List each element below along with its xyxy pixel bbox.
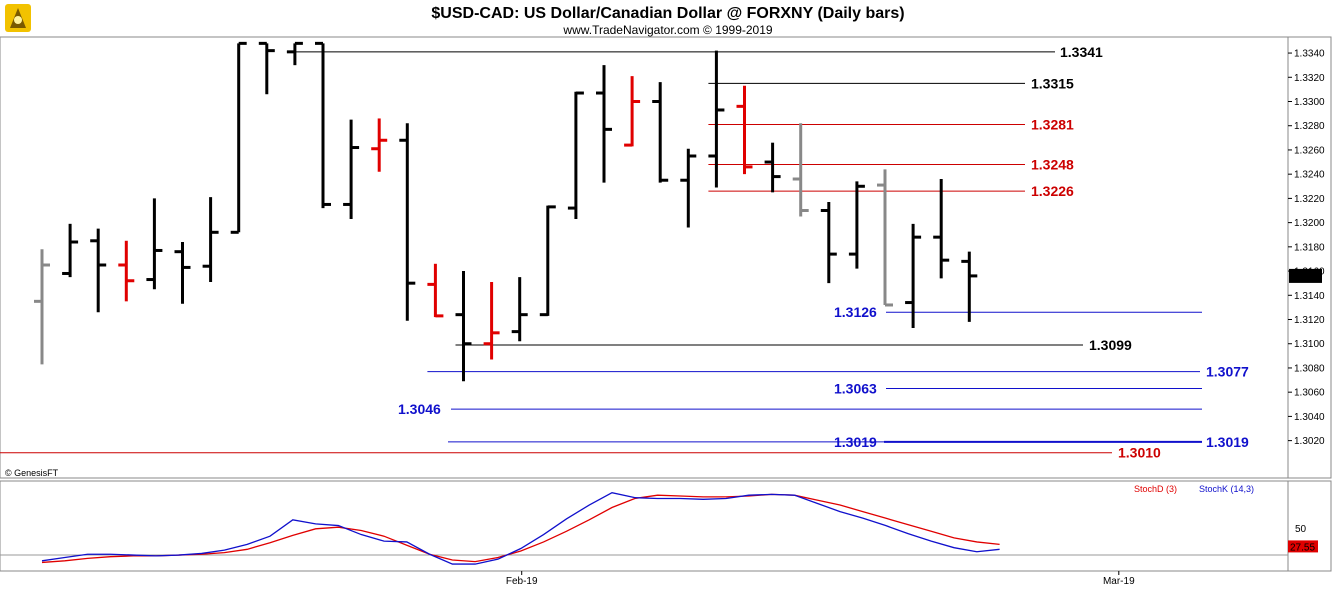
price-axis-tick-label: 1.3260 [1294, 145, 1325, 156]
copyright-label: © GenesisFT [5, 468, 59, 478]
ohlc-bar [961, 251, 978, 322]
price-axis-tick-label: 1.3120 [1294, 315, 1325, 326]
ohlc-bar [258, 41, 275, 95]
ohlc-bar [567, 91, 584, 219]
ohlc-bar [848, 181, 865, 269]
ohlc-bar [286, 41, 303, 66]
price-axis-tick-label: 1.3040 [1294, 412, 1325, 423]
level-label: 1.3226 [1031, 183, 1074, 199]
stoch-series-line [41, 492, 1000, 565]
ohlc-bar [764, 142, 781, 193]
date-axis-tick-label: Feb-19 [506, 576, 538, 587]
price-axis-tick-label: 1.3100 [1294, 339, 1325, 350]
price-axis-tick-label: 1.3320 [1294, 73, 1325, 84]
ohlc-bar [343, 119, 360, 219]
ohlc-bar [539, 205, 556, 317]
last-price-marker: 1.3156 [1289, 268, 1322, 283]
level-label: 1.3046 [398, 401, 441, 417]
price-axis-tick-label: 1.3180 [1294, 242, 1325, 253]
price-axis-tick-label: 1.3020 [1294, 436, 1325, 447]
stochastic-panel: 50 StochD (3) StochK (14,3) 27.55 [0, 484, 1318, 565]
price-axis-tick-label: 1.3140 [1294, 291, 1325, 302]
ohlc-bar [371, 118, 388, 172]
ohlc-bar [624, 76, 641, 147]
ohlc-bar [483, 281, 500, 360]
level-label: 1.3010 [1118, 445, 1161, 461]
level-label: 1.3063 [834, 381, 877, 397]
level-label: 1.3248 [1031, 156, 1074, 172]
ohlc-bar [596, 65, 612, 183]
last-price-label: 1.3156 [1291, 272, 1322, 283]
date-axis: Feb-19 Mar-19 [506, 571, 1135, 587]
price-axis-tick-label: 1.3340 [1294, 49, 1325, 60]
ohlc-bar [511, 277, 528, 342]
ohlc-bar [708, 50, 725, 188]
level-lines: 1.3341 1.3315 1.3281 1.3248 1.3226 1.3126 1.30… [0, 44, 1249, 461]
ohlc-bar [118, 240, 135, 302]
ohlc-bar [62, 223, 79, 278]
ohlc-bar [34, 249, 50, 365]
ohlc-bars [34, 41, 978, 382]
level-label: 1.3315 [1031, 75, 1074, 91]
price-axis-tick-label: 1.3280 [1294, 121, 1325, 132]
level-label: 1.3077 [1206, 364, 1249, 380]
ohlc-bar [146, 198, 163, 290]
price-axis: 1.3340 1.3320 1.3300 1.3280 1.3260 1.3240 1.32… [1288, 49, 1325, 447]
ohlc-bar [792, 123, 809, 217]
stoch-last-box [1288, 540, 1318, 553]
stoch-last-label: 27.55 [1290, 542, 1315, 553]
price-axis-tick-label: 1.3240 [1294, 170, 1325, 181]
stoch-series-line [41, 493, 1000, 564]
stoch-legend-k: StochK (14,3) [1199, 484, 1254, 494]
ohlc-bar [202, 197, 219, 282]
ohlc-bar [933, 179, 950, 279]
level-label: 1.3019 [1206, 434, 1249, 450]
level-label: 1.3099 [1089, 337, 1132, 353]
ohlc-bar [680, 148, 697, 228]
ohlc-bar [905, 223, 922, 328]
stoch-axis-tick-label: 50 [1295, 524, 1307, 535]
ohlc-bar [652, 82, 669, 183]
chart-subtitle: www.TradeNavigator.com © 1999-2019 [562, 23, 772, 37]
level-label: 1.3341 [1060, 44, 1103, 60]
price-axis-frame [1287, 36, 1332, 479]
ohlc-bar [455, 271, 472, 382]
ohlc-bar [174, 241, 191, 304]
ohlc-bar [90, 228, 107, 313]
ohlc-bar [877, 169, 893, 307]
last-price-box [1289, 268, 1322, 283]
ohlc-bar [315, 41, 331, 209]
chart-title: $USD-CAD: US Dollar/Canadian Dollar @ FO… [431, 5, 904, 22]
price-axis-tick-label: 1.3060 [1294, 388, 1325, 399]
price-axis-tick-label: 1.3080 [1294, 363, 1325, 374]
level-label: 1.3281 [1031, 117, 1074, 133]
ohlc-bar [427, 263, 444, 318]
level-label: 1.3126 [834, 304, 877, 320]
price-axis-tick-label: 1.3200 [1294, 218, 1325, 229]
logo-icon [5, 4, 31, 32]
level-label: 1.3019 [834, 434, 877, 450]
ohlc-bar [399, 123, 416, 321]
price-axis-tick-label: 1.3300 [1294, 97, 1325, 108]
ohlc-bar [736, 85, 753, 175]
ohlc-bar [820, 202, 837, 284]
ohlc-bar [230, 41, 247, 234]
stoch-legend-d: StochD (3) [1134, 484, 1177, 494]
price-axis-tick-label: 1.3220 [1294, 194, 1325, 205]
stoch-axis-frame [1287, 480, 1332, 572]
date-axis-tick-label: Mar-19 [1103, 576, 1135, 587]
